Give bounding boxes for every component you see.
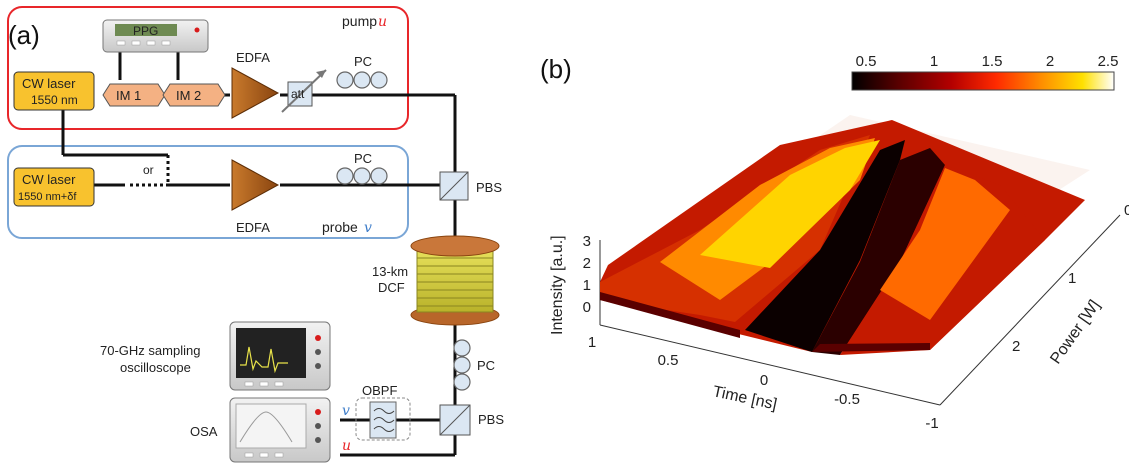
time-tick: 0.5 — [658, 352, 679, 369]
cw-laser-2: CW laser 1550 nm+δf — [13, 167, 95, 207]
cw-laser-1-line2: 1550 nm — [31, 93, 78, 107]
power-tick: 0 — [1124, 202, 1129, 219]
time-tick: 0 — [760, 372, 768, 389]
intensity-axis-label: Intensity [a.u.] — [549, 235, 566, 335]
intensity-tick: 0 — [583, 299, 591, 316]
panel-b-surface-plot: (b) 0.5 1 1.5 2 2.5 0 1 2 3 1 0.5 0 -0.5 -1 0 1 2 Int… — [540, 53, 1129, 432]
time-tick: -1 — [925, 415, 938, 432]
ppg-label: PPG — [133, 24, 158, 38]
im2-label: IM 2 — [176, 88, 201, 103]
ppg-device: PPG — [102, 19, 209, 53]
intensity-tick: 2 — [583, 255, 591, 272]
time-axis-line — [599, 324, 941, 406]
pc-probe-label: PC — [354, 151, 372, 166]
colorbar-ticks: 0.5 1 1.5 2 2.5 — [856, 53, 1119, 70]
colorbar — [851, 71, 1115, 91]
pump-box-label: pump — [342, 13, 377, 29]
power-tick: 1 — [1068, 270, 1076, 287]
att-label: att — [291, 87, 305, 101]
obpf-filter — [355, 397, 411, 441]
edfa-top-label: EDFA — [236, 50, 270, 65]
colorbar-tick: 2 — [1046, 53, 1054, 70]
im1-label: IM 1 — [116, 88, 141, 103]
pbs-top-label: PBS — [476, 180, 502, 195]
pbs-bottom — [439, 404, 471, 436]
time-tick: -0.5 — [834, 391, 860, 408]
polarization-controller-output — [453, 339, 471, 391]
panel-b-label: (b) — [540, 54, 572, 84]
power-ticks: 0 1 2 — [1012, 202, 1129, 355]
fiber-line2: DCF — [378, 280, 405, 295]
colorbar-tick: 0.5 — [856, 53, 877, 70]
colorbar-tick: 1 — [930, 53, 938, 70]
optical-spectrum-analyzer — [229, 397, 331, 463]
time-ticks: 1 0.5 0 -0.5 -1 — [588, 334, 939, 432]
scope-line2: oscilloscope — [120, 360, 191, 375]
sampling-oscilloscope — [229, 321, 331, 391]
power-axis-line — [939, 214, 1121, 406]
power-tick: 2 — [1012, 338, 1020, 355]
osa-label: OSA — [190, 424, 218, 439]
pump-box — [7, 6, 409, 130]
power-axis-label: Power [W] — [1047, 297, 1103, 367]
probe-box — [7, 145, 409, 239]
probe-var-label: v — [364, 220, 372, 236]
pbs-bottom-label: PBS — [478, 412, 504, 427]
colorbar-tick: 2.5 — [1098, 53, 1119, 70]
pc-pump-label: PC — [354, 54, 372, 69]
pump-var-label: u — [378, 14, 387, 30]
pc-out-label: PC — [477, 358, 495, 373]
obpf-label: OBPF — [362, 383, 397, 398]
scope-line1: 70-GHz sampling — [100, 343, 200, 358]
probe-box-label: probe — [322, 219, 358, 235]
attenuator: att — [281, 69, 327, 113]
intensity-modulator-2: IM 2 — [162, 83, 226, 107]
out-u-label: u — [342, 438, 351, 454]
edfa-probe-amplifier — [231, 159, 280, 211]
edfa-bottom-label: EDFA — [236, 220, 270, 235]
time-tick: 1 — [588, 334, 596, 351]
fiber-line1: 13-km — [372, 264, 408, 279]
cw-laser-1: CW laser 1550 nm — [13, 71, 95, 111]
time-axis-label: Time [ns] — [711, 383, 778, 413]
or-label: or — [143, 163, 154, 177]
intensity-ticks: 0 1 2 3 — [583, 233, 591, 316]
polarization-controller-probe — [336, 167, 388, 185]
intensity-tick: 3 — [583, 233, 591, 250]
cw-laser-2-line1: CW laser — [22, 172, 76, 187]
intensity-surface — [600, 120, 1085, 355]
cw-laser-1-line1: CW laser — [22, 76, 76, 91]
intensity-tick: 1 — [583, 277, 591, 294]
intensity-modulator-1: IM 1 — [102, 83, 166, 107]
dcf-fiber-spool — [410, 235, 500, 326]
polarization-controller-pump — [336, 71, 388, 89]
panel-a-schematic: (a) pump u probe v o — [7, 6, 504, 463]
out-v-label: v — [342, 403, 350, 419]
panel-a-label: (a) — [8, 20, 40, 50]
pbs-top — [439, 171, 469, 201]
cw-laser-2-line2: 1550 nm+δf — [18, 191, 77, 203]
edfa-pump-amplifier — [231, 67, 280, 119]
colorbar-tick: 1.5 — [982, 53, 1003, 70]
